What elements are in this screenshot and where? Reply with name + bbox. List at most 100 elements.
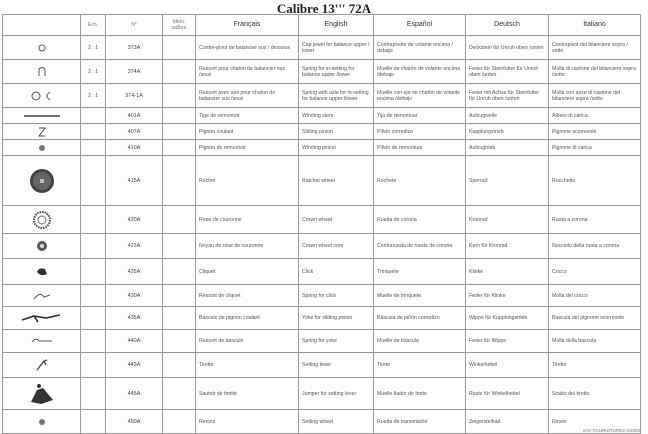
header-es: Español	[373, 14, 466, 36]
table-row: 443A Tirette Setting lever Tirete Winkelhebe…	[2, 352, 641, 378]
ident-cell	[162, 377, 196, 410]
it-cell: Pignone scorrevole	[548, 123, 641, 140]
spring-with-axle-icon	[6, 90, 77, 102]
en-cell: Winding pinion	[298, 139, 374, 156]
es-cell: Piñón de remontuar	[373, 139, 466, 156]
scale-cell	[80, 329, 106, 353]
en-cell: Setting wheel	[298, 409, 374, 434]
es-cell: Tija de remontuar	[373, 107, 466, 124]
fr-cell: Renvoi	[195, 409, 299, 434]
header-image	[2, 14, 81, 36]
parts-table: Ech. N° Ident. calibre Français English …	[2, 14, 641, 434]
en-cell: Crown wheel	[298, 205, 374, 234]
it-cell: Nocciolo della ruota a corona	[548, 233, 641, 259]
fr-cell: Tirette	[195, 352, 299, 378]
en-cell: Spring for yoke	[298, 329, 374, 353]
part-number-cell: 443A	[105, 352, 163, 378]
en-cell: Sliding pinion	[298, 123, 374, 140]
part-number-cell: 415A	[105, 155, 163, 206]
scale-cell	[80, 306, 106, 330]
de-cell: Deckstein für Unruh oben /unten	[465, 35, 549, 60]
scale-cell: 2 : 1	[80, 83, 106, 108]
part-number-cell: 450A	[105, 409, 163, 434]
en-cell: Jumper for setting lever	[298, 377, 374, 410]
scale-cell	[80, 139, 106, 156]
fr-cell: Roue de couronne	[195, 205, 299, 234]
table-row: 440A Ressort de bascule Spring for yoke Mue…	[2, 329, 641, 353]
click-icon	[6, 266, 77, 278]
table-row: 2 : 1 373A Contre-pivot de balancier sus /…	[2, 35, 641, 60]
fr-cell: Cliquet	[195, 258, 299, 285]
part-image-cell	[2, 409, 81, 434]
table-row: 450A Renvoi Setting wheel Rueda de transmis…	[2, 409, 641, 434]
table-row: 401A Tige de remontoir Winding stem Tija de…	[2, 107, 641, 124]
header-row: Ech. N° Ident. calibre Français English …	[2, 14, 641, 36]
footer: SAV FOURNITURES 6/2000	[582, 428, 640, 433]
en-cell: Spring with axle for in-setting for bala…	[298, 83, 374, 108]
part-image-cell	[2, 284, 81, 307]
part-number-cell: 423A	[105, 233, 163, 259]
crown-wheel-icon	[6, 210, 77, 229]
es-cell: Contrarueda de rueda de corona	[373, 233, 466, 259]
header-en: English	[298, 14, 374, 36]
es-cell: Piñón corredizo	[373, 123, 466, 140]
part-image-cell	[2, 352, 81, 378]
scale-cell	[80, 123, 106, 140]
es-cell: Báscula de piñón corredizo	[373, 306, 466, 330]
de-cell: Feder für Klinke	[465, 284, 549, 307]
fr-cell: Ressort de cliquet	[195, 284, 299, 307]
table-row: 425A Cliquet Click Trinquete Klinke Cricco	[2, 258, 641, 285]
it-cell: Rocchetto	[548, 155, 641, 206]
ident-cell	[162, 409, 196, 434]
ident-cell	[162, 205, 196, 234]
de-cell: Aufzugtrieb	[465, 139, 549, 156]
part-image-cell	[2, 107, 81, 124]
ident-cell	[162, 258, 196, 285]
part-image-cell	[2, 155, 81, 206]
de-cell: Winkelhebel	[465, 352, 549, 378]
en-cell: Spring for click	[298, 284, 374, 307]
header-number: N°	[105, 14, 163, 36]
fr-cell: Contre-pivot de balancier sus / dessous	[195, 35, 299, 60]
it-cell: Scatto del tiretto	[548, 377, 641, 410]
setting-wheel-icon	[6, 418, 77, 426]
header-ident: Ident. calibre	[162, 14, 196, 36]
es-cell: Tirete	[373, 352, 466, 378]
header-de: Deutsch	[465, 14, 549, 36]
header-it: Italiano	[548, 14, 641, 36]
it-cell: Molla con asse di castone del bilanciere…	[548, 83, 641, 108]
it-cell: Molla del cricco	[548, 284, 641, 307]
fr-cell: Sautoir de tirette	[195, 377, 299, 410]
yoke-icon	[6, 312, 77, 324]
part-number-cell: 407A	[105, 123, 163, 140]
es-cell: Muelle de báscula	[373, 329, 466, 353]
part-image-cell	[2, 139, 81, 156]
de-cell: Aufzugwelle	[465, 107, 549, 124]
table-row: 430A Ressort de cliquet Spring for click Mu…	[2, 284, 641, 307]
header-fr: Français	[195, 14, 299, 36]
header-scale: Ech.	[80, 14, 106, 36]
fr-cell: Ressort de bascule	[195, 329, 299, 353]
fr-cell: Rochet	[195, 155, 299, 206]
part-number-cell: 430A	[105, 284, 163, 307]
ident-cell	[162, 107, 196, 124]
de-cell: Raste für Winkelhebel	[465, 377, 549, 410]
part-image-cell	[2, 258, 81, 285]
part-image-cell	[2, 377, 81, 410]
it-cell: Contropivot del bilanciere sopra / sotto	[548, 35, 641, 60]
de-cell: Klinke	[465, 258, 549, 285]
click-spring-icon	[6, 291, 77, 301]
scale-cell: 2 : 1	[80, 59, 106, 84]
winding-stem-icon	[6, 113, 77, 119]
fr-cell: Noyau de roue de couronne	[195, 233, 299, 259]
ident-cell	[162, 35, 196, 60]
it-cell: Cricco	[548, 258, 641, 285]
table-row: 2 : 1 374-1A Ressort avec axe pour chaton …	[2, 83, 641, 108]
table-row: 445A Sautoir de tirette Jumper for setting…	[2, 377, 641, 410]
it-cell: Albero di carica	[548, 107, 641, 124]
ident-cell	[162, 83, 196, 108]
scale-cell	[80, 409, 106, 434]
part-number-cell: 440A	[105, 329, 163, 353]
ident-cell	[162, 155, 196, 206]
es-cell: Muelle con eje de chatón de volante enci…	[373, 83, 466, 108]
